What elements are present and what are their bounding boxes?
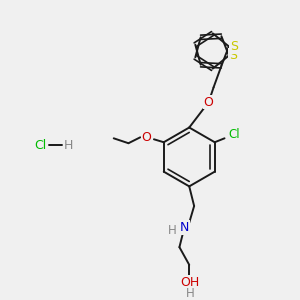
Text: H: H <box>186 287 195 300</box>
Text: O: O <box>204 96 214 109</box>
Text: S: S <box>230 40 238 53</box>
Text: Cl: Cl <box>229 128 240 141</box>
Text: O: O <box>141 131 151 144</box>
Text: S: S <box>229 49 237 62</box>
Text: N: N <box>180 221 189 234</box>
Text: H: H <box>168 224 177 237</box>
Text: H: H <box>64 139 73 152</box>
Text: Cl: Cl <box>34 139 46 152</box>
Text: OH: OH <box>181 276 200 289</box>
